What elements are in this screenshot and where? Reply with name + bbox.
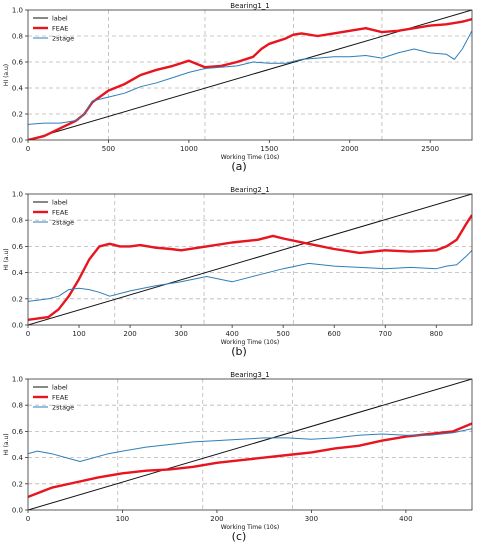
- x-tick-label: 2000: [341, 145, 359, 153]
- panel-caption: (b): [231, 345, 247, 358]
- x-tick-label: 100: [116, 515, 129, 523]
- chart-panel-3: 0 100 200 300 400 0.0 0.2 0.4 0.6 0.8 1.0 Bearing3_…: [3, 371, 473, 531]
- plot-frame: [27, 378, 473, 511]
- x-tick-label: 1000: [180, 145, 198, 153]
- x-tick-label: 100: [72, 330, 85, 338]
- series-line-label: [28, 193, 472, 325]
- legend-label: 2stage: [52, 35, 74, 43]
- y-axis-label: HI (a.u): [3, 64, 10, 86]
- x-tick-label: 0: [26, 330, 30, 338]
- x-tick-label: 400: [399, 515, 412, 523]
- series-line-feae: [28, 214, 472, 321]
- x-tick-label: 500: [276, 330, 289, 338]
- x-tick-label: 2500: [421, 145, 439, 153]
- y-axis-label: HI (a.u): [3, 433, 10, 455]
- chart-panel-2: 0 100 200 300 400 500 600 700 800 0.0 0.2 0.4 0.6 0.8…: [3, 186, 473, 346]
- x-tick-label: 700: [379, 330, 392, 338]
- plot-frame: [27, 193, 473, 326]
- legend-label: FEAE: [52, 394, 68, 402]
- chart-title: Bearing3_1: [230, 371, 270, 379]
- plot-frame: [27, 9, 473, 141]
- y-tick-label: 0.8: [12, 33, 23, 41]
- legend-label: 2stage: [52, 404, 74, 412]
- legend: label FEAE 2stage: [33, 15, 74, 43]
- legend-label: FEAE: [52, 209, 68, 217]
- y-tick-label: 0.0: [12, 507, 23, 515]
- legend-label: 2stage: [52, 219, 74, 227]
- x-tick-label: 500: [102, 145, 115, 153]
- legend: label FEAE 2stage: [33, 384, 74, 412]
- y-tick-label: 0.8: [12, 217, 23, 225]
- legend-label: label: [52, 199, 68, 207]
- y-tick-label: 0.4: [12, 85, 24, 93]
- legend: label FEAE 2stage: [33, 199, 74, 227]
- y-tick-label: 1.0: [12, 376, 23, 384]
- x-tick-label: 800: [430, 330, 443, 338]
- y-tick-label: 0.2: [12, 295, 23, 303]
- y-tick-label: 0.0: [12, 137, 23, 145]
- x-tick-label: 0: [26, 515, 30, 523]
- legend-label: FEAE: [52, 25, 68, 33]
- x-axis-label: Working Time (10s): [221, 154, 279, 161]
- y-tick-label: 0.4: [12, 269, 24, 277]
- x-tick-label: 200: [210, 515, 223, 523]
- y-tick-label: 1.0: [12, 191, 23, 199]
- series-line-2stage: [28, 428, 472, 462]
- y-tick-label: 0.8: [12, 402, 23, 410]
- x-tick-label: 400: [225, 330, 238, 338]
- x-tick-label: 600: [328, 330, 341, 338]
- series-line-feae: [28, 422, 472, 499]
- y-tick-label: 0.4: [12, 454, 24, 462]
- x-tick-label: 0: [26, 145, 30, 153]
- chart-title: Bearing2_1: [230, 186, 270, 194]
- x-tick-label: 200: [123, 330, 136, 338]
- x-axis-label: Working Time (10s): [221, 339, 279, 346]
- series-line-label: [28, 378, 472, 510]
- y-tick-label: 0.0: [12, 322, 23, 330]
- y-tick-label: 0.6: [12, 243, 24, 251]
- series-line-feae: [28, 17, 472, 140]
- y-tick-label: 0.6: [12, 428, 24, 436]
- panel-caption: (a): [231, 160, 246, 173]
- y-axis-label: HI (a.u): [3, 248, 10, 270]
- y-tick-label: 1.0: [12, 7, 23, 15]
- x-axis-label: Working Time (10s): [221, 524, 279, 531]
- y-tick-label: 0.6: [12, 59, 24, 67]
- chart-panel-1: 0 500 1000 1500 2000 2500 0.0 0.2 0.4 0.6 0.8 1.0 Be…: [3, 2, 473, 161]
- y-tick-label: 0.2: [12, 111, 23, 119]
- x-tick-label: 1500: [260, 145, 278, 153]
- y-tick-label: 0.2: [12, 480, 23, 488]
- series-line-2stage: [28, 30, 472, 125]
- x-tick-label: 300: [305, 515, 318, 523]
- series-line-2stage: [28, 249, 472, 302]
- legend-label: label: [52, 384, 68, 392]
- panel-caption: (c): [232, 530, 247, 543]
- legend-label: label: [52, 15, 68, 23]
- x-tick-label: 300: [174, 330, 187, 338]
- chart-title: Bearing1_1: [230, 2, 270, 10]
